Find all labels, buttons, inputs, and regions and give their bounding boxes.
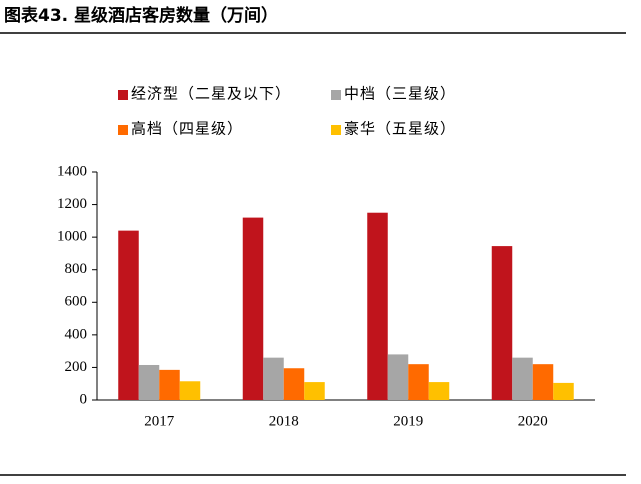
legend-swatch xyxy=(118,90,128,100)
legend-label: 豪华（五星级） xyxy=(344,119,456,137)
legend-label: 经济型（二星及以下） xyxy=(131,85,291,102)
bar xyxy=(367,212,388,400)
bar xyxy=(242,217,264,400)
y-tick-label: 0 xyxy=(80,391,88,407)
bar xyxy=(428,382,450,400)
legend-swatch xyxy=(331,90,341,100)
y-tick-label: 1400 xyxy=(57,163,87,179)
legend-swatch xyxy=(118,125,128,135)
y-tick-label: 1200 xyxy=(57,196,87,212)
y-tick-label: 1000 xyxy=(57,229,87,245)
legend-label: 中档（三星级） xyxy=(344,85,456,102)
bar xyxy=(138,364,160,400)
y-tick-label: 400 xyxy=(65,326,88,342)
y-tick-label: 200 xyxy=(65,359,88,375)
bar xyxy=(387,354,409,400)
bar xyxy=(179,381,201,400)
y-tick-label: 800 xyxy=(65,261,88,277)
bar xyxy=(408,364,429,400)
bar xyxy=(553,382,574,400)
bar xyxy=(512,357,533,400)
bar xyxy=(118,230,139,400)
bar xyxy=(263,357,284,400)
legend-swatch xyxy=(331,125,341,135)
bar xyxy=(491,246,513,400)
x-tick-label: 2020 xyxy=(518,413,548,429)
chart-title: 图表43. 星级酒店客房数量（万间） xyxy=(4,5,278,26)
bar xyxy=(304,382,325,400)
y-tick-label: 600 xyxy=(65,294,88,310)
bar xyxy=(283,368,305,400)
bar xyxy=(532,364,554,400)
x-tick-label: 2018 xyxy=(269,413,299,429)
bar xyxy=(159,369,180,400)
x-tick-label: 2017 xyxy=(144,413,175,429)
legend-label: 高档（四星级） xyxy=(131,120,243,137)
x-tick-label: 2019 xyxy=(393,413,423,429)
